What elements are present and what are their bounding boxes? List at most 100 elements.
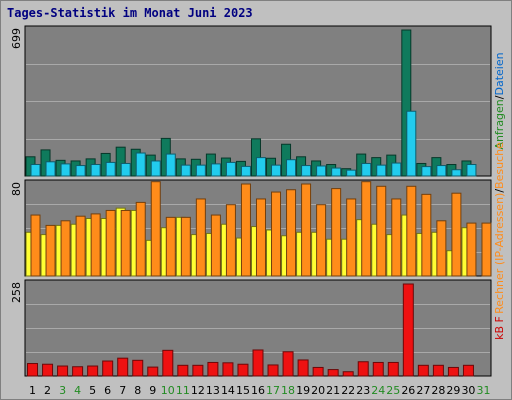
x-label-day-12: 12 (191, 384, 205, 397)
bar-top-s2-day-15 (240, 165, 251, 177)
x-label-day-21: 21 (326, 384, 340, 397)
bar-middle-s2-day-30 (466, 222, 477, 277)
x-label-day-31: 31 (476, 384, 490, 397)
bar-bottom-s1-day-14 (222, 362, 234, 377)
bar-middle-s2-day-10 (165, 216, 176, 277)
legend-part-top-2: / (493, 95, 506, 99)
bar-middle-s2-day-7 (120, 209, 131, 277)
bar-bottom-s1-day-8 (132, 359, 144, 377)
bar-top-s2-day-16 (255, 157, 266, 177)
bar-middle-s2-day-1 (30, 214, 41, 277)
x-label-day-6: 6 (104, 384, 111, 397)
legend-label-middle: Rechner (IP-Adressen)/Besuche (493, 142, 506, 314)
bar-bottom-s1-day-10 (162, 349, 174, 377)
bar-middle-s2-day-17 (271, 191, 282, 277)
x-label-day-2: 2 (44, 384, 51, 397)
bar-middle-s2-day-29 (451, 192, 462, 277)
ymax-label-top: 699 (10, 28, 23, 49)
bar-top-s2-day-14 (225, 161, 236, 177)
x-label-day-14: 14 (221, 384, 235, 397)
x-label-day-16: 16 (251, 384, 265, 397)
legend-part-top-3: Dateien (493, 52, 506, 95)
bar-bottom-s1-day-27 (417, 364, 429, 377)
bar-bottom-s1-day-28 (432, 364, 444, 377)
x-label-day-30: 30 (461, 384, 475, 397)
x-label-day-23: 23 (356, 384, 370, 397)
bar-top-s2-day-9 (150, 160, 161, 177)
bar-top-s2-day-26 (406, 110, 417, 177)
x-label-day-5: 5 (89, 384, 96, 397)
chart-title: Tages-Statistik im Monat Juni 2023 (7, 6, 253, 20)
bar-top-s2-day-3 (60, 163, 71, 177)
bar-top-s2-day-10 (165, 153, 176, 177)
bar-middle-s2-day-22 (346, 198, 357, 277)
x-label-day-25: 25 (386, 384, 400, 397)
x-label-day-19: 19 (296, 384, 310, 397)
x-label-day-15: 15 (236, 384, 250, 397)
bar-middle-s2-day-8 (135, 201, 146, 277)
bar-bottom-s1-day-4 (72, 366, 84, 377)
bar-top-s2-day-30 (466, 164, 477, 177)
x-label-day-13: 13 (206, 384, 220, 397)
bar-bottom-s1-day-21 (327, 369, 339, 377)
x-label-day-17: 17 (266, 384, 280, 397)
bar-bottom-s1-day-29 (447, 366, 459, 377)
bar-bottom-s1-day-12 (192, 364, 204, 377)
bar-bottom-s1-day-24 (372, 361, 384, 377)
bar-top-s2-day-2 (45, 161, 56, 177)
x-label-day-27: 27 (416, 384, 430, 397)
bar-top-s2-day-22 (346, 169, 357, 177)
x-label-day-28: 28 (431, 384, 445, 397)
bar-bottom-s1-day-13 (207, 361, 219, 377)
bar-bottom-s1-day-18 (282, 351, 294, 377)
x-label-day-8: 8 (134, 384, 141, 397)
bar-bottom-s1-day-25 (387, 361, 399, 377)
x-label-day-10: 10 (161, 384, 175, 397)
bar-middle-s2-day-2 (45, 224, 56, 277)
bar-bottom-s1-day-15 (237, 363, 249, 377)
bar-bottom-s1-day-9 (147, 366, 159, 377)
bar-bottom-s1-day-30 (462, 364, 474, 377)
bar-middle-s2-day-18 (286, 189, 297, 277)
bar-bottom-s1-day-23 (357, 361, 369, 377)
bar-middle-s2-day-4 (75, 215, 86, 277)
bar-top-s2-day-8 (135, 152, 146, 177)
bar-bottom-s1-day-3 (57, 365, 69, 377)
bar-top-s2-day-24 (376, 164, 387, 177)
bar-middle-s2-day-6 (105, 209, 116, 277)
bar-top-s2-day-13 (210, 163, 221, 177)
bar-top-s2-day-25 (391, 162, 402, 177)
legend-part-middle-1: Rechner (IP-Adressen) (493, 193, 506, 314)
bar-bottom-s1-day-22 (342, 371, 354, 377)
x-label-day-4: 4 (74, 384, 81, 397)
bar-top-s2-day-5 (90, 164, 101, 177)
x-label-day-9: 9 (149, 384, 156, 397)
x-label-day-29: 29 (446, 384, 460, 397)
bar-middle-s2-day-13 (210, 214, 221, 277)
bar-top-s2-day-18 (286, 159, 297, 177)
bar-middle-s2-day-9 (150, 181, 161, 277)
bar-top-s2-day-27 (421, 166, 432, 177)
bar-bottom-s1-day-26 (402, 283, 414, 377)
bar-middle-s2-day-15 (240, 183, 251, 277)
bar-middle-s2-day-20 (316, 204, 327, 277)
bar-bottom-s1-day-6 (102, 360, 114, 377)
bar-top-s2-day-19 (301, 165, 312, 177)
x-label-day-11: 11 (176, 384, 190, 397)
x-label-day-1: 1 (29, 384, 36, 397)
x-label-day-22: 22 (341, 384, 355, 397)
bar-bottom-s1-day-5 (87, 365, 99, 377)
legend-part-middle-3: Besuche (493, 142, 506, 189)
bar-middle-s2-day-16 (255, 198, 266, 277)
bar-bottom-s1-day-17 (267, 364, 279, 377)
ymax-label-middle: 80 (10, 182, 23, 196)
legend-part-bottom-1: kB F (493, 316, 506, 340)
x-label-day-24: 24 (371, 384, 385, 397)
bar-middle-s2-day-26 (406, 185, 417, 277)
x-label-day-20: 20 (311, 384, 325, 397)
bar-top-s2-day-4 (75, 165, 86, 177)
bar-top-s2-day-7 (120, 162, 131, 177)
bar-top-s2-day-29 (451, 169, 462, 177)
bar-top-s2-day-21 (331, 167, 342, 177)
legend-label-top: Anfragen/Dateien (493, 52, 506, 149)
